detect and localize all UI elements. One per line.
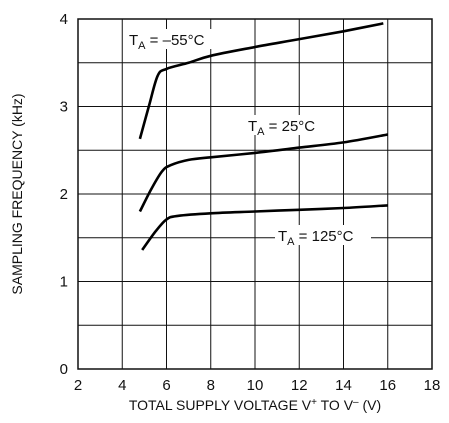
series-line-minus55 xyxy=(138,22,384,140)
series-lines xyxy=(138,22,389,251)
y-tick-labels: 0 1 2 3 4 xyxy=(60,11,68,378)
x-tick-label: 10 xyxy=(247,377,264,394)
gridlines xyxy=(78,19,432,369)
y-tick-label: 4 xyxy=(60,11,68,28)
series-line-125 xyxy=(141,204,388,251)
x-tick-label: 4 xyxy=(118,377,126,394)
x-tick-label: 8 xyxy=(207,377,215,394)
series-label-125: TA = 125°C xyxy=(278,228,354,248)
series-label-25: TA = 25°C xyxy=(248,118,315,138)
y-tick-label: 2 xyxy=(60,186,68,203)
x-tick-label: 2 xyxy=(74,377,82,394)
y-axis-title: SAMPLING FREQUENCY (kHz) xyxy=(9,93,25,294)
series-line-25 xyxy=(138,133,389,213)
x-tick-label: 14 xyxy=(335,377,352,394)
y-tick-label: 0 xyxy=(60,361,68,378)
x-tick-label: 12 xyxy=(291,377,308,394)
x-tick-label: 6 xyxy=(162,377,170,394)
x-tick-label: 18 xyxy=(424,377,441,394)
x-tick-labels: 2 4 6 8 10 12 14 16 18 xyxy=(74,377,441,394)
x-axis-title: TOTAL SUPPLY VOLTAGE V+ TO V– (V) xyxy=(129,397,381,414)
plot-frame xyxy=(77,18,433,370)
series-label-minus55: TA = –55°C xyxy=(129,32,205,52)
x-tick-label: 16 xyxy=(379,377,396,394)
y-tick-label: 3 xyxy=(60,99,68,116)
series-labels: TA = –55°C TA = 25°C TA = 125°C xyxy=(126,29,371,248)
y-tick-label: 1 xyxy=(60,274,68,291)
